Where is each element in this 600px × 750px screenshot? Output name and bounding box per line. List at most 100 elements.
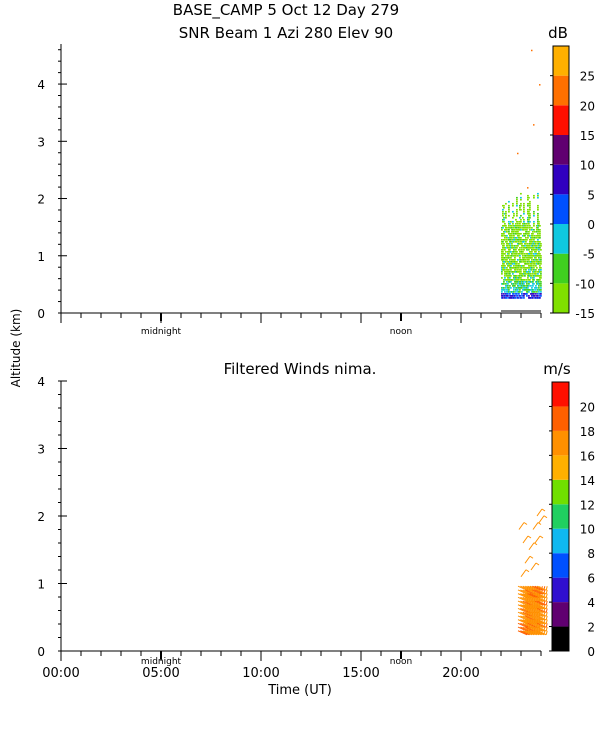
snr-cell bbox=[534, 230, 536, 233]
colorbar-tick-label: 18 bbox=[580, 425, 595, 439]
snr-cell bbox=[503, 295, 505, 297]
snr-cell bbox=[506, 269, 508, 271]
snr-cell bbox=[525, 267, 527, 269]
snr-cell bbox=[532, 255, 534, 257]
colorbar-swatch bbox=[552, 406, 569, 431]
snr-cell bbox=[523, 267, 525, 269]
snr-cell bbox=[530, 241, 532, 243]
snr-cell bbox=[524, 287, 526, 289]
snr-cell bbox=[528, 249, 530, 251]
snr-cell bbox=[511, 279, 513, 281]
snr-cell bbox=[508, 277, 510, 279]
snr-cell bbox=[531, 228, 533, 231]
snr-cell bbox=[534, 287, 536, 289]
snr-cell bbox=[512, 230, 514, 233]
snr-cell bbox=[529, 297, 531, 299]
snr-cell bbox=[509, 241, 511, 243]
wind-barb bbox=[532, 596, 542, 602]
snr-cell bbox=[531, 263, 533, 265]
snr-cell bbox=[519, 253, 521, 255]
snr-cell bbox=[539, 279, 541, 281]
snr-cell bbox=[504, 228, 506, 231]
snr-cell bbox=[538, 261, 540, 263]
snr-cell bbox=[529, 224, 531, 227]
snr-cell bbox=[508, 291, 510, 293]
snr-cell bbox=[504, 267, 506, 269]
snr-cell bbox=[535, 275, 537, 277]
snr-cell bbox=[502, 220, 504, 223]
snr-cell bbox=[509, 297, 511, 299]
snr-cell bbox=[519, 232, 521, 235]
snr-cell bbox=[530, 243, 532, 245]
snr-cell bbox=[523, 204, 525, 207]
snr-cell bbox=[509, 238, 511, 241]
snr-cell bbox=[535, 255, 537, 257]
snr-cell bbox=[533, 214, 535, 217]
snr-cell bbox=[539, 230, 541, 233]
snr-cell bbox=[524, 271, 526, 273]
wind-barb bbox=[532, 593, 542, 599]
snr-cell bbox=[531, 243, 533, 245]
snr-cell bbox=[516, 245, 518, 247]
snr-cell bbox=[518, 265, 520, 267]
snr-cell bbox=[531, 275, 533, 277]
wind-barb bbox=[532, 585, 542, 591]
snr-cell bbox=[510, 257, 512, 259]
snr-cell bbox=[502, 295, 504, 297]
snr-cell bbox=[532, 241, 534, 243]
snr-cell bbox=[536, 234, 538, 237]
snr-cell bbox=[537, 275, 539, 277]
snr-cell bbox=[521, 265, 523, 267]
snr-cell bbox=[529, 220, 531, 223]
snr-cell bbox=[513, 287, 515, 289]
y-tick-label: 2 bbox=[37, 193, 45, 207]
colorbar-tick-label: 20 bbox=[580, 99, 595, 113]
colorbar-frame bbox=[552, 45, 570, 314]
snr-cell bbox=[520, 295, 522, 297]
colorbar-swatch bbox=[552, 382, 569, 407]
snr-cell bbox=[525, 263, 527, 265]
snr-cell bbox=[529, 253, 531, 255]
snr-cell bbox=[528, 267, 530, 269]
snr-cell bbox=[520, 251, 522, 253]
snr-cell bbox=[529, 255, 531, 257]
snr-cell bbox=[505, 241, 507, 243]
snr-cell bbox=[538, 253, 540, 255]
snr-cell bbox=[512, 238, 514, 241]
snr-cell bbox=[516, 200, 518, 203]
noon-label: noon bbox=[390, 657, 412, 667]
snr-cell bbox=[537, 218, 539, 221]
snr-cell bbox=[516, 236, 518, 239]
snr-cell bbox=[540, 281, 542, 283]
snr-cell bbox=[509, 247, 511, 249]
snr-cell bbox=[536, 297, 538, 299]
snr-cell bbox=[527, 198, 529, 201]
snr-cell bbox=[532, 232, 534, 235]
snr-cell bbox=[523, 241, 525, 243]
snr-cell bbox=[532, 291, 534, 293]
snr-cell bbox=[534, 261, 536, 263]
snr-cell bbox=[518, 263, 520, 265]
snr-cell bbox=[524, 259, 526, 261]
snr-cell bbox=[520, 287, 522, 289]
wind-barb bbox=[545, 600, 548, 606]
snr-cell bbox=[540, 285, 542, 287]
snr-cell bbox=[519, 247, 521, 249]
snr-cell bbox=[508, 224, 510, 227]
snr-cell bbox=[503, 259, 505, 261]
snr-cell bbox=[501, 265, 503, 267]
snr-cell bbox=[517, 255, 519, 257]
snr-cell bbox=[517, 230, 519, 233]
snr-cell bbox=[522, 234, 524, 237]
snr-cell bbox=[502, 297, 504, 299]
wind-barb bbox=[545, 615, 548, 621]
snr-cell bbox=[513, 226, 515, 229]
wind-barb bbox=[520, 569, 527, 578]
snr-cell bbox=[514, 279, 516, 281]
snr-cell bbox=[501, 293, 503, 295]
colorbar-tick-label: -10 bbox=[575, 277, 595, 291]
colorbar-tick-label: -5 bbox=[583, 248, 595, 262]
snr-cell bbox=[507, 269, 509, 271]
snr-cell bbox=[502, 251, 504, 253]
snr-cell bbox=[503, 279, 505, 281]
